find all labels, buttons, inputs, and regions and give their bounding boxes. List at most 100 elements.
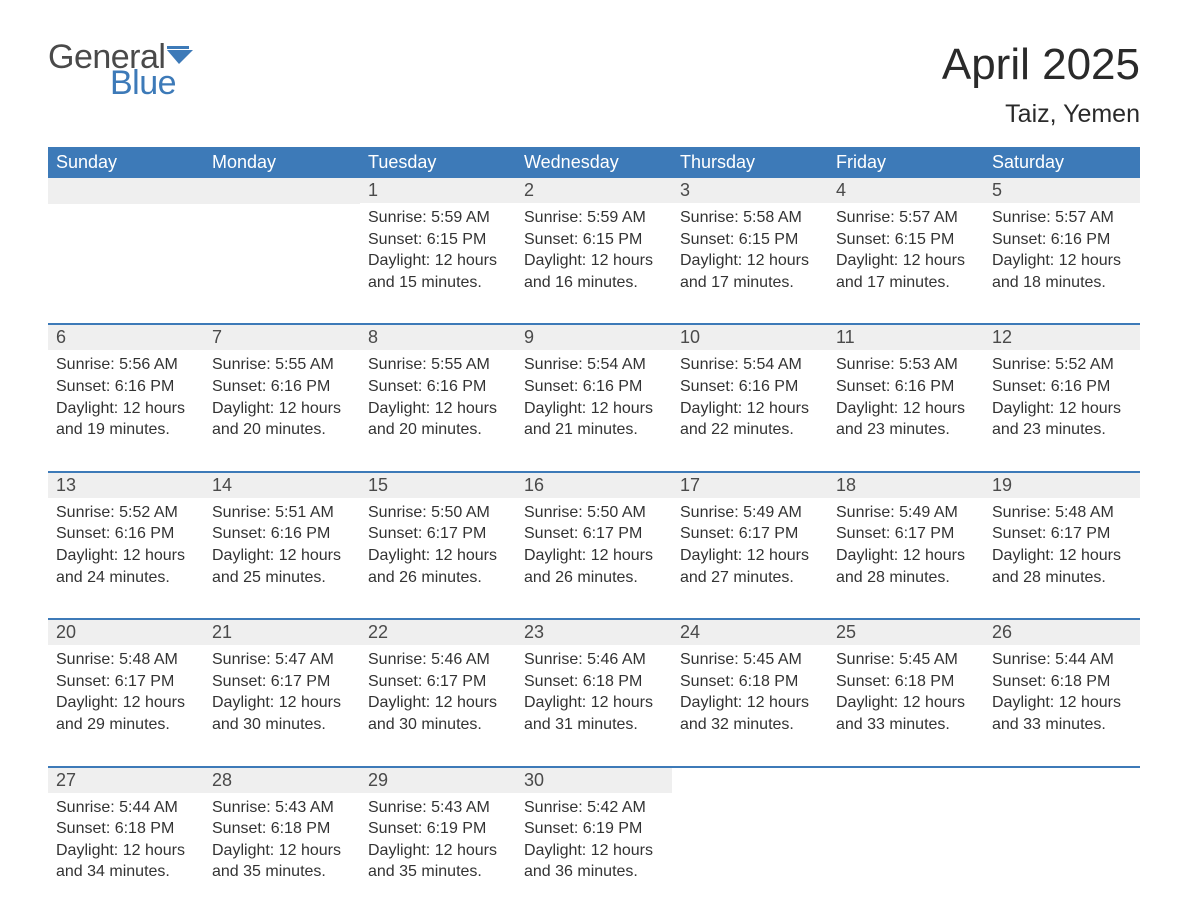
day-content: Sunrise: 5:55 AMSunset: 6:16 PMDaylight:… [204, 350, 360, 444]
daylight-text: Daylight: 12 hours and 23 minutes. [836, 398, 976, 441]
daylight-text: Daylight: 12 hours and 36 minutes. [524, 840, 664, 883]
daylight-text: Daylight: 12 hours and 18 minutes. [992, 250, 1132, 293]
day-cell: 23Sunrise: 5:46 AMSunset: 6:18 PMDayligh… [516, 620, 672, 739]
weekday-label: Wednesday [516, 147, 672, 178]
day-number: 25 [828, 620, 984, 645]
daylight-text: Daylight: 12 hours and 26 minutes. [524, 545, 664, 588]
sunset-text: Sunset: 6:18 PM [992, 671, 1132, 693]
sunset-text: Sunset: 6:17 PM [212, 671, 352, 693]
sunset-text: Sunset: 6:19 PM [368, 818, 508, 840]
day-content: Sunrise: 5:57 AMSunset: 6:15 PMDaylight:… [828, 203, 984, 297]
sunset-text: Sunset: 6:15 PM [524, 229, 664, 251]
daylight-text: Daylight: 12 hours and 20 minutes. [212, 398, 352, 441]
sunset-text: Sunset: 6:16 PM [680, 376, 820, 398]
daylight-text: Daylight: 12 hours and 23 minutes. [992, 398, 1132, 441]
day-number: 21 [204, 620, 360, 645]
day-content: Sunrise: 5:50 AMSunset: 6:17 PMDaylight:… [516, 498, 672, 592]
day-number: 4 [828, 178, 984, 203]
day-cell: 17Sunrise: 5:49 AMSunset: 6:17 PMDayligh… [672, 473, 828, 592]
day-number: 24 [672, 620, 828, 645]
day-number: 20 [48, 620, 204, 645]
daylight-text: Daylight: 12 hours and 33 minutes. [836, 692, 976, 735]
sunset-text: Sunset: 6:16 PM [836, 376, 976, 398]
day-cell: 3Sunrise: 5:58 AMSunset: 6:15 PMDaylight… [672, 178, 828, 297]
day-number: 28 [204, 768, 360, 793]
day-content: Sunrise: 5:50 AMSunset: 6:17 PMDaylight:… [360, 498, 516, 592]
day-cell: 28Sunrise: 5:43 AMSunset: 6:18 PMDayligh… [204, 768, 360, 887]
sunset-text: Sunset: 6:17 PM [680, 523, 820, 545]
day-content: Sunrise: 5:54 AMSunset: 6:16 PMDaylight:… [672, 350, 828, 444]
day-number: 5 [984, 178, 1140, 203]
sunset-text: Sunset: 6:16 PM [368, 376, 508, 398]
title-block: April 2025 Taiz, Yemen [942, 40, 1140, 129]
day-content: Sunrise: 5:51 AMSunset: 6:16 PMDaylight:… [204, 498, 360, 592]
day-cell [48, 178, 204, 297]
day-number: 16 [516, 473, 672, 498]
sunrise-text: Sunrise: 5:56 AM [56, 354, 196, 376]
sunset-text: Sunset: 6:18 PM [524, 671, 664, 693]
day-cell: 10Sunrise: 5:54 AMSunset: 6:16 PMDayligh… [672, 325, 828, 444]
sunrise-text: Sunrise: 5:48 AM [56, 649, 196, 671]
day-number [828, 768, 984, 794]
sunset-text: Sunset: 6:16 PM [992, 376, 1132, 398]
sunrise-text: Sunrise: 5:55 AM [368, 354, 508, 376]
daylight-text: Daylight: 12 hours and 35 minutes. [212, 840, 352, 883]
weekday-header: Sunday Monday Tuesday Wednesday Thursday… [48, 147, 1140, 178]
sunrise-text: Sunrise: 5:49 AM [680, 502, 820, 524]
sunrise-text: Sunrise: 5:57 AM [836, 207, 976, 229]
day-number: 12 [984, 325, 1140, 350]
day-content: Sunrise: 5:52 AMSunset: 6:16 PMDaylight:… [48, 498, 204, 592]
sunset-text: Sunset: 6:15 PM [836, 229, 976, 251]
day-number: 1 [360, 178, 516, 203]
day-cell: 15Sunrise: 5:50 AMSunset: 6:17 PMDayligh… [360, 473, 516, 592]
day-cell: 29Sunrise: 5:43 AMSunset: 6:19 PMDayligh… [360, 768, 516, 887]
day-content: Sunrise: 5:59 AMSunset: 6:15 PMDaylight:… [516, 203, 672, 297]
daylight-text: Daylight: 12 hours and 17 minutes. [680, 250, 820, 293]
sunset-text: Sunset: 6:17 PM [992, 523, 1132, 545]
daylight-text: Daylight: 12 hours and 26 minutes. [368, 545, 508, 588]
day-cell: 26Sunrise: 5:44 AMSunset: 6:18 PMDayligh… [984, 620, 1140, 739]
sunset-text: Sunset: 6:15 PM [680, 229, 820, 251]
daylight-text: Daylight: 12 hours and 28 minutes. [992, 545, 1132, 588]
day-number: 9 [516, 325, 672, 350]
daylight-text: Daylight: 12 hours and 29 minutes. [56, 692, 196, 735]
day-cell: 24Sunrise: 5:45 AMSunset: 6:18 PMDayligh… [672, 620, 828, 739]
sunset-text: Sunset: 6:18 PM [836, 671, 976, 693]
day-cell: 13Sunrise: 5:52 AMSunset: 6:16 PMDayligh… [48, 473, 204, 592]
week-row: 27Sunrise: 5:44 AMSunset: 6:18 PMDayligh… [48, 766, 1140, 887]
day-number: 15 [360, 473, 516, 498]
day-number: 10 [672, 325, 828, 350]
daylight-text: Daylight: 12 hours and 31 minutes. [524, 692, 664, 735]
sunset-text: Sunset: 6:18 PM [680, 671, 820, 693]
sunset-text: Sunset: 6:16 PM [212, 376, 352, 398]
day-cell: 19Sunrise: 5:48 AMSunset: 6:17 PMDayligh… [984, 473, 1140, 592]
day-number [672, 768, 828, 794]
sunrise-text: Sunrise: 5:49 AM [836, 502, 976, 524]
day-cell: 22Sunrise: 5:46 AMSunset: 6:17 PMDayligh… [360, 620, 516, 739]
sunset-text: Sunset: 6:16 PM [56, 523, 196, 545]
day-number: 8 [360, 325, 516, 350]
sunrise-text: Sunrise: 5:52 AM [992, 354, 1132, 376]
day-number [48, 178, 204, 204]
day-cell: 20Sunrise: 5:48 AMSunset: 6:17 PMDayligh… [48, 620, 204, 739]
day-content: Sunrise: 5:58 AMSunset: 6:15 PMDaylight:… [672, 203, 828, 297]
daylight-text: Daylight: 12 hours and 25 minutes. [212, 545, 352, 588]
day-number: 30 [516, 768, 672, 793]
day-cell: 4Sunrise: 5:57 AMSunset: 6:15 PMDaylight… [828, 178, 984, 297]
daylight-text: Daylight: 12 hours and 17 minutes. [836, 250, 976, 293]
daylight-text: Daylight: 12 hours and 30 minutes. [212, 692, 352, 735]
day-number [204, 178, 360, 204]
day-number: 22 [360, 620, 516, 645]
location-label: Taiz, Yemen [942, 100, 1140, 129]
weeks-container: 1Sunrise: 5:59 AMSunset: 6:15 PMDaylight… [48, 178, 1140, 887]
daylight-text: Daylight: 12 hours and 20 minutes. [368, 398, 508, 441]
day-cell: 14Sunrise: 5:51 AMSunset: 6:16 PMDayligh… [204, 473, 360, 592]
day-number: 13 [48, 473, 204, 498]
month-title: April 2025 [942, 40, 1140, 90]
day-content: Sunrise: 5:44 AMSunset: 6:18 PMDaylight:… [984, 645, 1140, 739]
sunset-text: Sunset: 6:16 PM [212, 523, 352, 545]
sunrise-text: Sunrise: 5:42 AM [524, 797, 664, 819]
sunset-text: Sunset: 6:18 PM [56, 818, 196, 840]
day-number: 18 [828, 473, 984, 498]
day-content: Sunrise: 5:56 AMSunset: 6:16 PMDaylight:… [48, 350, 204, 444]
